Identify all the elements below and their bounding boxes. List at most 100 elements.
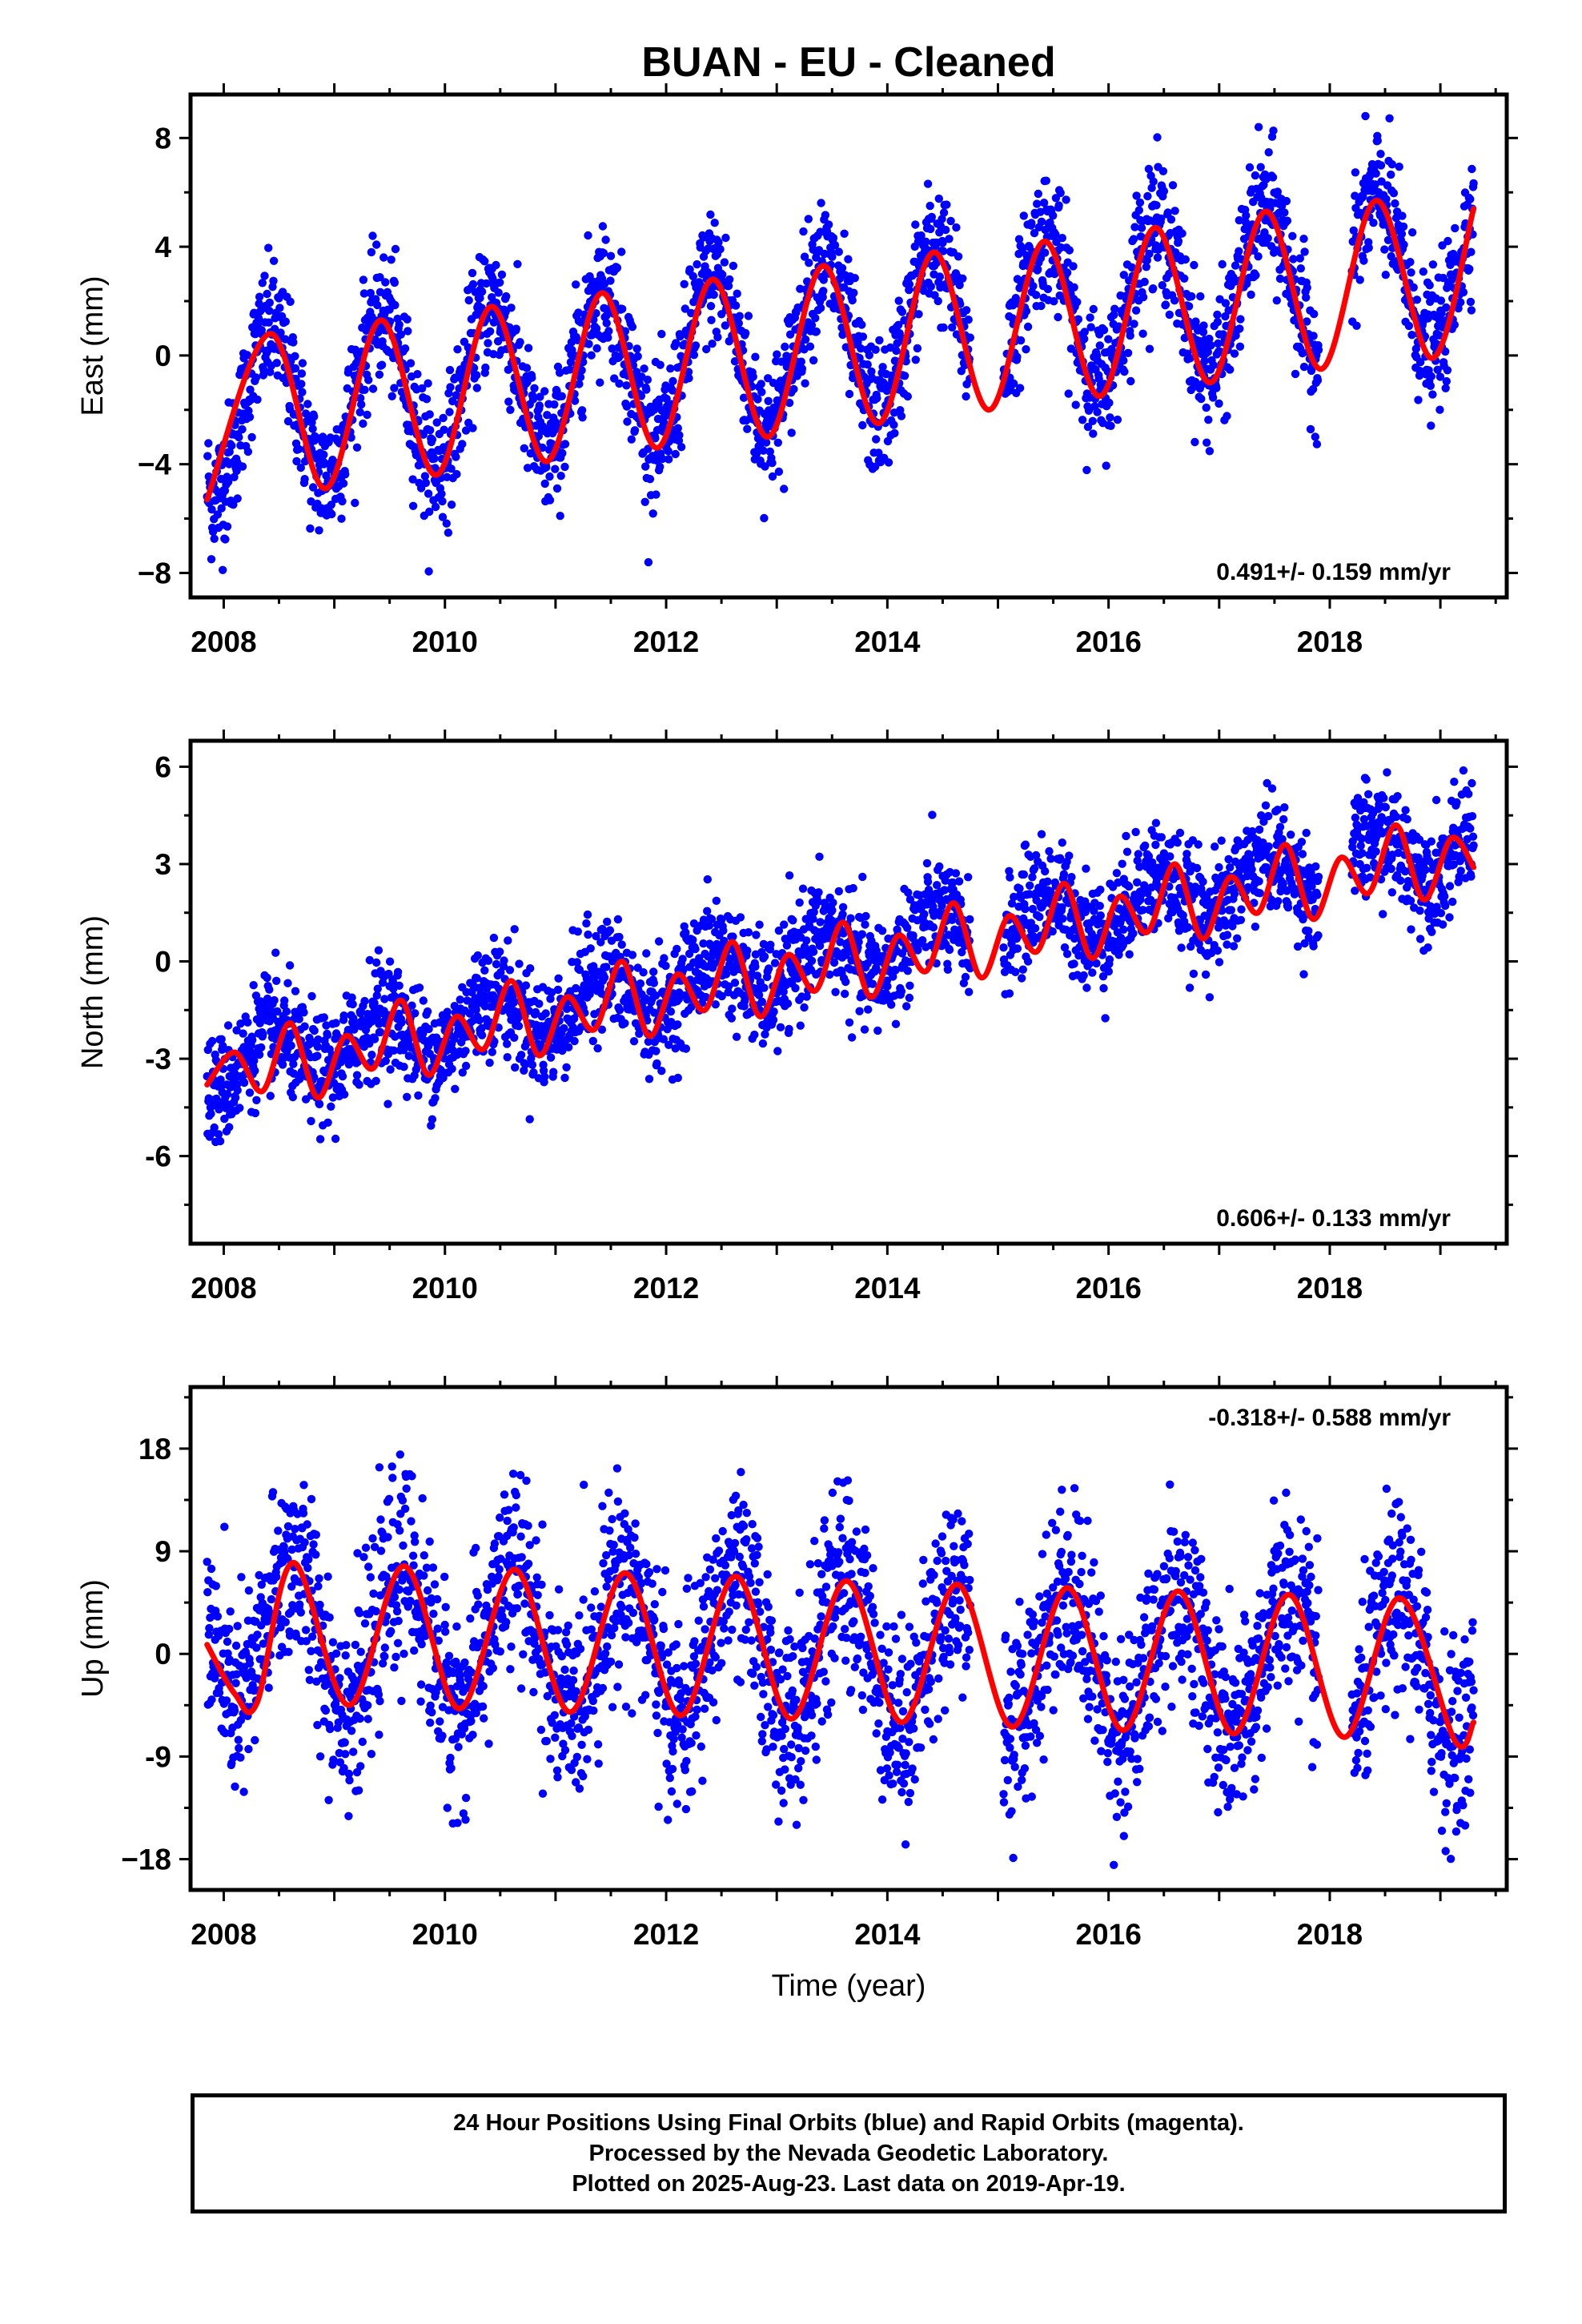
data-point xyxy=(757,388,766,396)
data-point xyxy=(676,332,685,341)
data-point xyxy=(615,1006,624,1015)
data-point xyxy=(210,534,219,543)
data-point xyxy=(1071,400,1080,409)
data-point xyxy=(586,944,595,953)
data-point xyxy=(938,901,946,911)
data-point xyxy=(1041,866,1050,876)
data-point xyxy=(999,943,1008,952)
data-point xyxy=(207,1102,216,1111)
data-point xyxy=(600,973,609,983)
data-point xyxy=(1149,177,1158,186)
data-point xyxy=(438,497,447,506)
data-point xyxy=(217,504,226,513)
data-point xyxy=(712,896,721,906)
data-point xyxy=(347,993,356,1002)
data-point xyxy=(239,1043,248,1051)
data-point xyxy=(1433,365,1442,374)
data-point xyxy=(780,485,789,493)
data-point xyxy=(703,875,712,884)
data-point xyxy=(381,278,390,287)
data-point xyxy=(576,372,585,382)
data-point xyxy=(812,327,821,336)
y-tick-label: 4 xyxy=(155,231,171,263)
data-point xyxy=(291,987,300,995)
data-point xyxy=(604,333,612,342)
data-point xyxy=(920,910,929,919)
data-point xyxy=(1086,323,1095,332)
data-point xyxy=(1142,255,1152,265)
data-point xyxy=(510,1033,519,1043)
data-point xyxy=(632,344,641,353)
data-point xyxy=(622,402,632,411)
data-point xyxy=(849,288,858,297)
data-point xyxy=(255,1050,264,1059)
data-point xyxy=(485,327,495,336)
data-point xyxy=(1054,312,1062,322)
data-point xyxy=(372,991,381,1000)
data-point xyxy=(554,974,563,983)
data-point xyxy=(605,926,615,935)
data-point xyxy=(1070,283,1078,292)
data-point xyxy=(837,263,847,272)
data-point xyxy=(547,988,556,997)
data-point xyxy=(596,378,604,387)
data-point xyxy=(408,1001,416,1010)
data-point xyxy=(689,935,697,944)
data-point xyxy=(426,426,435,435)
data-point xyxy=(760,513,769,523)
data-point xyxy=(583,910,592,919)
data-point xyxy=(1212,384,1221,392)
data-point xyxy=(536,392,544,401)
data-point xyxy=(1245,163,1255,172)
data-point xyxy=(707,316,716,324)
data-point xyxy=(929,902,938,911)
data-point xyxy=(802,992,811,1001)
data-point xyxy=(1351,168,1360,177)
data-point xyxy=(873,1026,882,1035)
data-point xyxy=(1295,254,1305,263)
data-point xyxy=(260,271,269,280)
data-point xyxy=(665,455,673,464)
data-point xyxy=(243,1018,252,1027)
data-point xyxy=(403,1092,412,1102)
data-point xyxy=(423,1007,432,1016)
data-point xyxy=(481,363,490,372)
data-point xyxy=(687,1003,696,1011)
data-point xyxy=(1145,249,1154,259)
data-point xyxy=(1235,342,1245,351)
data-point xyxy=(942,225,950,235)
data-point xyxy=(408,475,417,484)
data-point xyxy=(566,358,576,367)
data-point xyxy=(781,342,789,352)
data-point xyxy=(612,263,622,272)
data-point xyxy=(1235,324,1244,333)
data-point xyxy=(572,280,580,289)
data-point xyxy=(430,454,439,463)
data-point xyxy=(687,308,696,318)
data-point xyxy=(584,930,592,939)
data-point xyxy=(251,1066,259,1076)
data-point xyxy=(1119,271,1129,279)
data-point xyxy=(1404,321,1414,331)
data-point xyxy=(461,1061,471,1071)
data-point xyxy=(1007,899,1017,908)
data-point xyxy=(494,288,503,297)
data-point xyxy=(1152,201,1161,210)
data-point xyxy=(480,257,489,266)
data-point xyxy=(269,256,279,265)
data-point xyxy=(1300,247,1309,256)
data-point xyxy=(383,1100,392,1108)
data-point xyxy=(1018,974,1026,983)
data-point xyxy=(1062,195,1070,204)
data-point xyxy=(873,394,881,403)
data-point xyxy=(338,497,347,506)
data-point xyxy=(1110,304,1119,313)
data-point xyxy=(477,1031,487,1039)
data-point xyxy=(662,394,671,404)
data-point xyxy=(730,357,740,366)
data-point xyxy=(270,995,279,1005)
data-point xyxy=(313,1051,322,1060)
data-point xyxy=(319,432,327,441)
data-point xyxy=(1095,902,1105,911)
